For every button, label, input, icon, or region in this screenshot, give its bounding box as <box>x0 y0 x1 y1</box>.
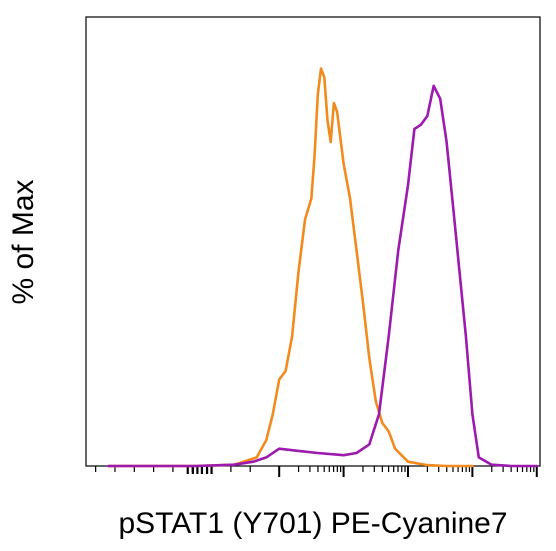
series-layer <box>107 67 539 468</box>
x-axis-label: pSTAT1 (Y701) PE-Cyanine7 <box>118 507 507 540</box>
x-axis-ticks <box>95 466 538 477</box>
series-line-1 <box>107 67 474 468</box>
y-axis-label: % of Max <box>7 179 40 304</box>
plot-axes <box>85 16 541 467</box>
series-line-2 <box>107 84 539 468</box>
plot-frame <box>85 16 541 467</box>
